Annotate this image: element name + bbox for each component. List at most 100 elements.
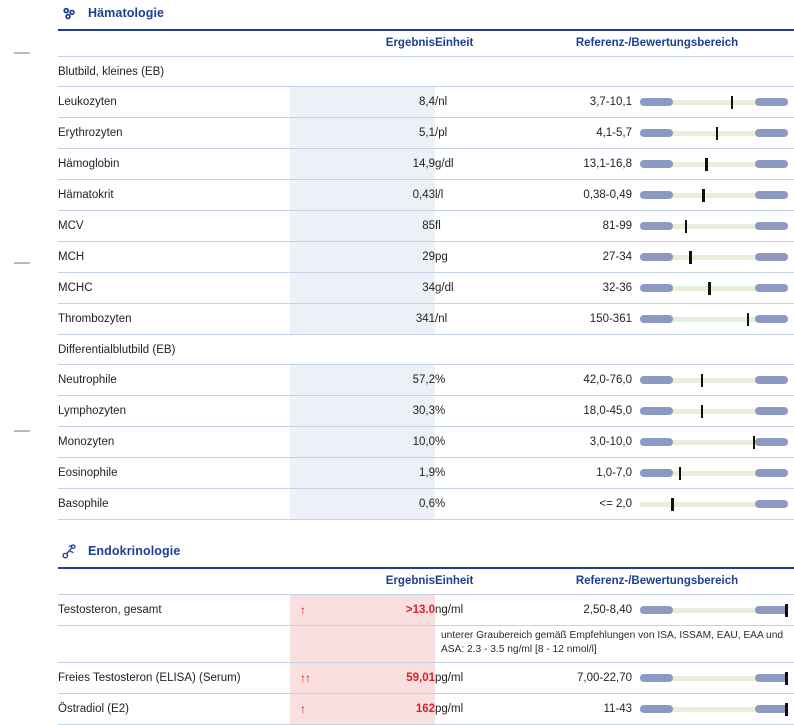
reference-range-above-band bbox=[755, 407, 788, 415]
reference-range-bar bbox=[640, 498, 788, 511]
reference-range-text: 32-36 bbox=[602, 282, 632, 294]
analyte-unit: l/l bbox=[435, 179, 520, 211]
section-header-haematologie: Hämatologie bbox=[58, 0, 794, 26]
reference-range-text: <= 2,0 bbox=[599, 498, 632, 510]
table-row[interactable]: Lymphozyten 30,3% 18,0-45,0 bbox=[58, 395, 794, 427]
reference-range-in-range-band bbox=[640, 608, 788, 613]
analyte-unit: pg/ml bbox=[435, 693, 520, 725]
table-row[interactable]: MCV 85 fl 81-99 bbox=[58, 210, 794, 242]
table-row[interactable]: Basophile 0,6% <= 2,0 bbox=[58, 488, 794, 520]
table-row[interactable]: Monozyten 10,0% 3,0-10,0 bbox=[58, 426, 794, 458]
reference-range-text: 11-43 bbox=[603, 703, 632, 715]
reference-range-bar bbox=[640, 436, 788, 449]
group-result-blank bbox=[290, 56, 435, 87]
reference-range-in-range-band bbox=[640, 193, 788, 198]
analyte-name: Freies Testosteron (ELISA) (Serum) bbox=[58, 662, 290, 694]
reference-range-in-range-band bbox=[640, 378, 788, 383]
table-row[interactable]: Eosinophile 1,9% 1,0-7,0 bbox=[58, 457, 794, 489]
reference-range-above-band bbox=[755, 315, 788, 323]
table-row[interactable]: Hämoglobin 14,9 g/dl 13,1-16,8 bbox=[58, 148, 794, 180]
analyte-result-value: 1,9 bbox=[290, 457, 435, 489]
reference-range-below-band bbox=[640, 98, 673, 106]
reference-range-below-band bbox=[640, 705, 673, 713]
table-row[interactable]: MCH 29 pg 27-34 bbox=[58, 241, 794, 273]
measurement-marker bbox=[671, 498, 674, 511]
analyte-group-row: Blutbild, kleines (EB) bbox=[58, 56, 794, 87]
edge-tick-mark bbox=[14, 52, 30, 54]
table-row[interactable]: Leukozyten 8,4/nl 3,7-10,1 bbox=[58, 86, 794, 118]
analyte-name: Testosteron, gesamt bbox=[58, 594, 290, 626]
reference-range-bar bbox=[640, 467, 788, 480]
table-row[interactable]: Testosteron, gesamt ↑ >13.0 ng/ml 2,50-8,40 bbox=[58, 594, 794, 626]
section-title: Hämatologie bbox=[88, 6, 165, 20]
column-header-reference: Referenz-/Bewertungsbereich bbox=[520, 31, 794, 57]
analyte-name: MCH bbox=[58, 241, 290, 273]
analyte-unit: % bbox=[435, 457, 520, 489]
reference-range-text: 42,0-76,0 bbox=[583, 374, 632, 386]
section-divider bbox=[58, 29, 794, 31]
table-row[interactable]: Freies Testosteron (ELISA) (Serum) ↑↑ 59,0… bbox=[58, 662, 794, 694]
table-row[interactable]: MCHC 34 g/dl 32-36 bbox=[58, 272, 794, 304]
analyte-reference-cell: 4,1-5,7 bbox=[520, 117, 794, 149]
measurement-marker bbox=[684, 220, 688, 233]
analyte-name: MCHC bbox=[58, 272, 290, 304]
analyte-result-value: 30,3 bbox=[290, 395, 435, 427]
group-result-blank bbox=[290, 334, 435, 365]
analyte-unit: % bbox=[435, 364, 520, 396]
analyte-unit: % bbox=[435, 426, 520, 458]
analyte-comment-row: unterer Graubereich gemäß Empfehlungen v… bbox=[58, 625, 794, 663]
reference-range-in-range-band bbox=[640, 409, 788, 414]
reference-range-in-range-band bbox=[640, 286, 788, 291]
reference-range-in-range-band bbox=[640, 676, 788, 681]
analyte-group-label: Blutbild, kleines (EB) bbox=[58, 56, 290, 87]
reference-range-above-band bbox=[755, 606, 788, 614]
analyte-name: Hämoglobin bbox=[58, 148, 290, 180]
analyte-unit: g/dl bbox=[435, 148, 520, 180]
measurement-marker bbox=[678, 467, 682, 480]
lab-results-table: Ergebnis Einheit Referenz-/Bewertungsberei… bbox=[58, 569, 794, 725]
analyte-unit: /nl bbox=[435, 303, 520, 335]
table-row[interactable]: Neutrophile 57,2% 42,0-76,0 bbox=[58, 364, 794, 396]
reference-range-below-band bbox=[640, 191, 673, 199]
reference-range-text: 13,1-16,8 bbox=[583, 158, 632, 170]
reference-range-bar bbox=[640, 251, 788, 264]
analyte-name: Lymphozyten bbox=[58, 395, 290, 427]
reference-range-above-band bbox=[755, 160, 788, 168]
measurement-marker bbox=[700, 405, 704, 418]
reference-range-above-band bbox=[755, 98, 788, 106]
table-row[interactable]: Hämatokrit 0,43 l/l 0,38-0,49 bbox=[58, 179, 794, 211]
table-row[interactable]: Thrombozyten 341/nl 150-361 bbox=[58, 303, 794, 335]
analyte-result-value: 57,2 bbox=[290, 364, 435, 396]
analyte-result-value: 5,1 bbox=[290, 117, 435, 149]
analyte-result-value: ↑ >13.0 bbox=[290, 594, 435, 626]
analyte-name: Hämatokrit bbox=[58, 179, 290, 211]
analyte-reference-cell: 18,0-45,0 bbox=[520, 395, 794, 427]
reference-range-in-range-band bbox=[640, 502, 788, 507]
reference-range-in-range-band bbox=[640, 100, 788, 105]
comment-name-blank bbox=[58, 625, 290, 663]
reference-range-below-band bbox=[640, 469, 673, 477]
reference-range-bar bbox=[640, 604, 788, 617]
analyte-reference-cell: 1,0-7,0 bbox=[520, 457, 794, 489]
analyte-name: Östradiol (E2) bbox=[58, 693, 290, 725]
reference-range-below-band bbox=[640, 606, 673, 614]
section-title: Endokrinologie bbox=[88, 544, 181, 558]
reference-range-bar bbox=[640, 405, 788, 418]
reference-range-bar bbox=[640, 703, 788, 716]
reference-range-above-band bbox=[755, 129, 788, 137]
reference-range-text: 18,0-45,0 bbox=[583, 405, 632, 417]
table-row[interactable]: Östradiol (E2) ↑ 162 pg/ml 11-43 bbox=[58, 693, 794, 725]
measurement-marker bbox=[715, 127, 719, 140]
reference-range-below-band bbox=[640, 674, 673, 682]
measurement-marker bbox=[700, 374, 704, 387]
column-header-name bbox=[58, 569, 290, 595]
reference-range-in-range-band bbox=[640, 471, 788, 476]
table-row[interactable]: Erythrozyten 5,1/pl 4,1-5,7 bbox=[58, 117, 794, 149]
section-divider bbox=[58, 567, 794, 569]
column-header-reference: Referenz-/Bewertungsbereich bbox=[520, 569, 794, 595]
analyte-result-value: ↑ 162 bbox=[290, 693, 435, 725]
reference-range-above-band bbox=[755, 376, 788, 384]
analyte-result-value: ↑↑ 59,01 bbox=[290, 662, 435, 694]
analyte-name: Erythrozyten bbox=[58, 117, 290, 149]
measurement-marker bbox=[689, 251, 692, 264]
